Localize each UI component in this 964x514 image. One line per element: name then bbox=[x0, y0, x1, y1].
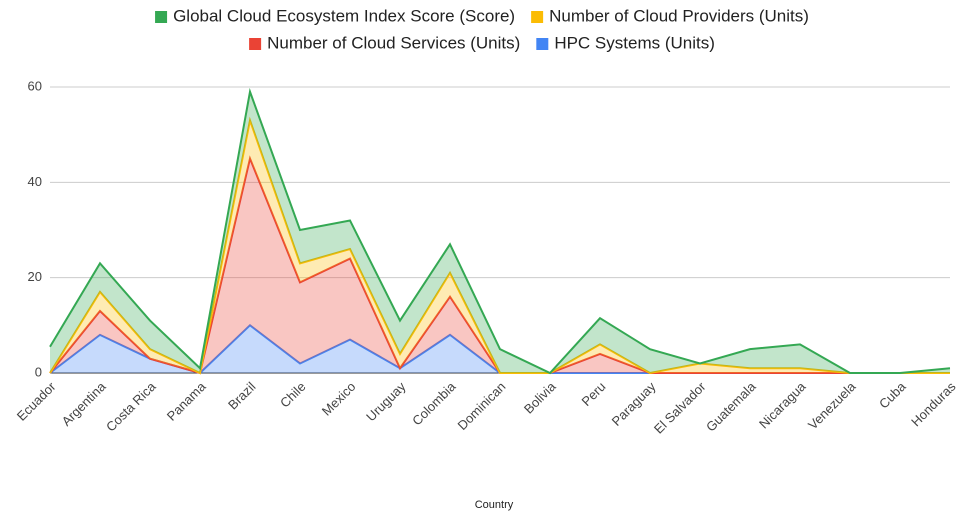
x-axis-title: Country bbox=[475, 499, 514, 511]
x-tick-label: Ecuador bbox=[14, 378, 59, 423]
x-tick-label: Nicaragua bbox=[756, 378, 809, 431]
x-tick-label: Peru bbox=[579, 379, 609, 409]
legend-label: Number of Cloud Providers (Units) bbox=[549, 6, 809, 25]
legend-label: HPC Systems (Units) bbox=[554, 33, 715, 52]
legend-label: Global Cloud Ecosystem Index Score (Scor… bbox=[173, 6, 515, 25]
y-tick-label: 20 bbox=[28, 269, 42, 284]
x-tick-label: Honduras bbox=[908, 379, 959, 430]
x-tick-label: Costa Rica bbox=[103, 378, 159, 434]
x-tick-label: Mexico bbox=[319, 379, 359, 419]
legend-swatch bbox=[536, 38, 549, 50]
y-tick-label: 40 bbox=[28, 174, 42, 189]
y-tick-label: 0 bbox=[35, 364, 42, 379]
x-tick-label: El Salvador bbox=[651, 378, 709, 436]
x-tick-label: Argentina bbox=[59, 378, 110, 429]
x-tick-label: Cuba bbox=[876, 378, 909, 411]
x-tick-label: Dominican bbox=[455, 379, 509, 433]
x-tick-label: Uruguay bbox=[363, 379, 409, 425]
x-tick-label: Chile bbox=[277, 379, 309, 411]
x-tick-label: Panama bbox=[164, 378, 209, 423]
x-tick-label: Bolivia bbox=[521, 378, 559, 416]
area bbox=[50, 158, 950, 373]
area-line bbox=[49, 87, 951, 375]
area-line bbox=[49, 155, 950, 375]
x-tick-label: Paraguay bbox=[609, 379, 659, 429]
legend-swatch bbox=[249, 38, 262, 50]
area bbox=[50, 91, 950, 374]
legend-label: Number of Cloud Services (Units) bbox=[267, 33, 520, 52]
legend-swatch bbox=[531, 11, 544, 23]
y-tick-label: 60 bbox=[28, 78, 42, 93]
x-tick-label: Venezuela bbox=[805, 378, 859, 432]
area-line bbox=[49, 116, 950, 375]
area bbox=[50, 325, 950, 373]
x-tick-label: Brazil bbox=[225, 379, 259, 413]
legend-swatch bbox=[155, 11, 168, 23]
x-tick-label: Colombia bbox=[409, 378, 459, 428]
area bbox=[50, 120, 950, 373]
x-tick-label: Guatemala bbox=[703, 378, 759, 434]
